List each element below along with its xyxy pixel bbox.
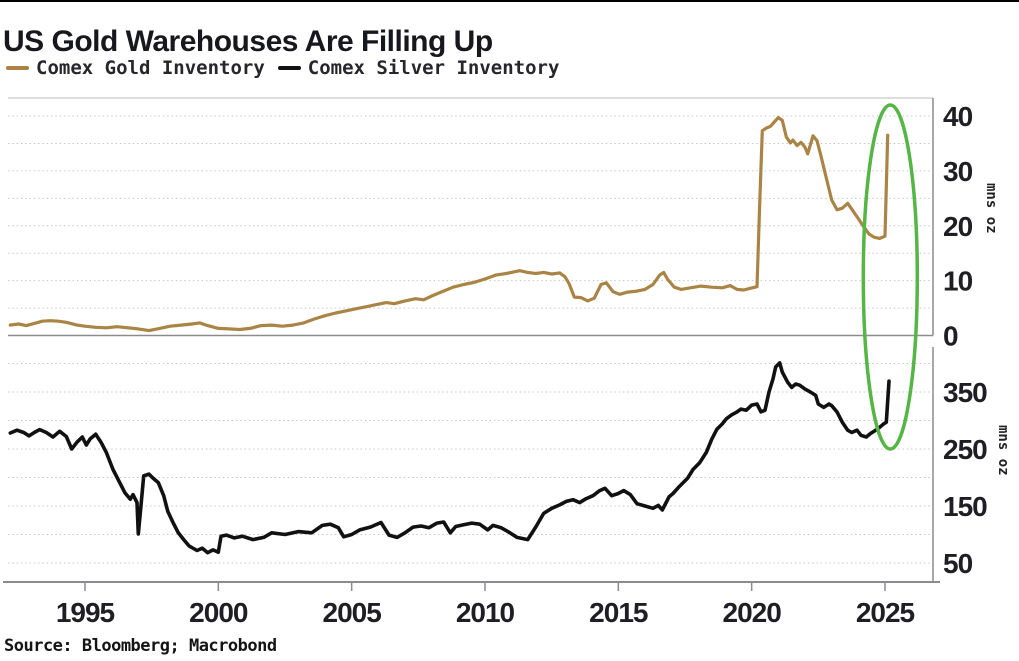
x-tick-label: 2015 [589, 597, 648, 628]
gold-line-swatch [6, 66, 29, 70]
y-tick-label: 150 [943, 491, 987, 522]
silver-series-line [8, 361, 891, 555]
legend-label-silver: Comex Silver Inventory [307, 57, 560, 79]
gold-series-line [8, 115, 890, 333]
x-tick-label: 2020 [723, 597, 782, 628]
silver-line-swatch [277, 66, 301, 70]
y-tick-label: 10 [943, 266, 973, 297]
y-tick-label: 0 [943, 321, 958, 352]
x-tick-label: 2010 [456, 597, 515, 628]
highlight-ellipse-annotation [861, 103, 920, 451]
y-tick-label: 350 [943, 377, 987, 408]
legend: Comex Gold Inventory Comex Silver Invent… [6, 57, 559, 79]
legend-item-silver: Comex Silver Inventory [277, 57, 560, 79]
y-tick-label: 30 [943, 156, 973, 187]
legend-label-gold: Comex Gold Inventory [36, 57, 265, 79]
y-tick-label: 250 [943, 434, 987, 465]
y-tick-label: 50 [943, 548, 973, 579]
x-tick-label: 2000 [189, 597, 248, 628]
y-tick-label: 20 [943, 211, 973, 242]
chart-title: US Gold Warehouses Are Filling Up [3, 25, 493, 59]
x-tick-label: 1995 [56, 597, 115, 628]
source-note: Source: Bloomberg; Macrobond [4, 636, 277, 656]
y-axis-unit-label: mns oz [995, 425, 1011, 476]
x-tick-label: 2025 [856, 597, 915, 628]
y-axis-unit-label: mns oz [983, 183, 999, 234]
y-tick-label: 40 [943, 101, 973, 132]
legend-item-gold: Comex Gold Inventory [6, 57, 265, 79]
x-tick-label: 2005 [323, 597, 382, 628]
